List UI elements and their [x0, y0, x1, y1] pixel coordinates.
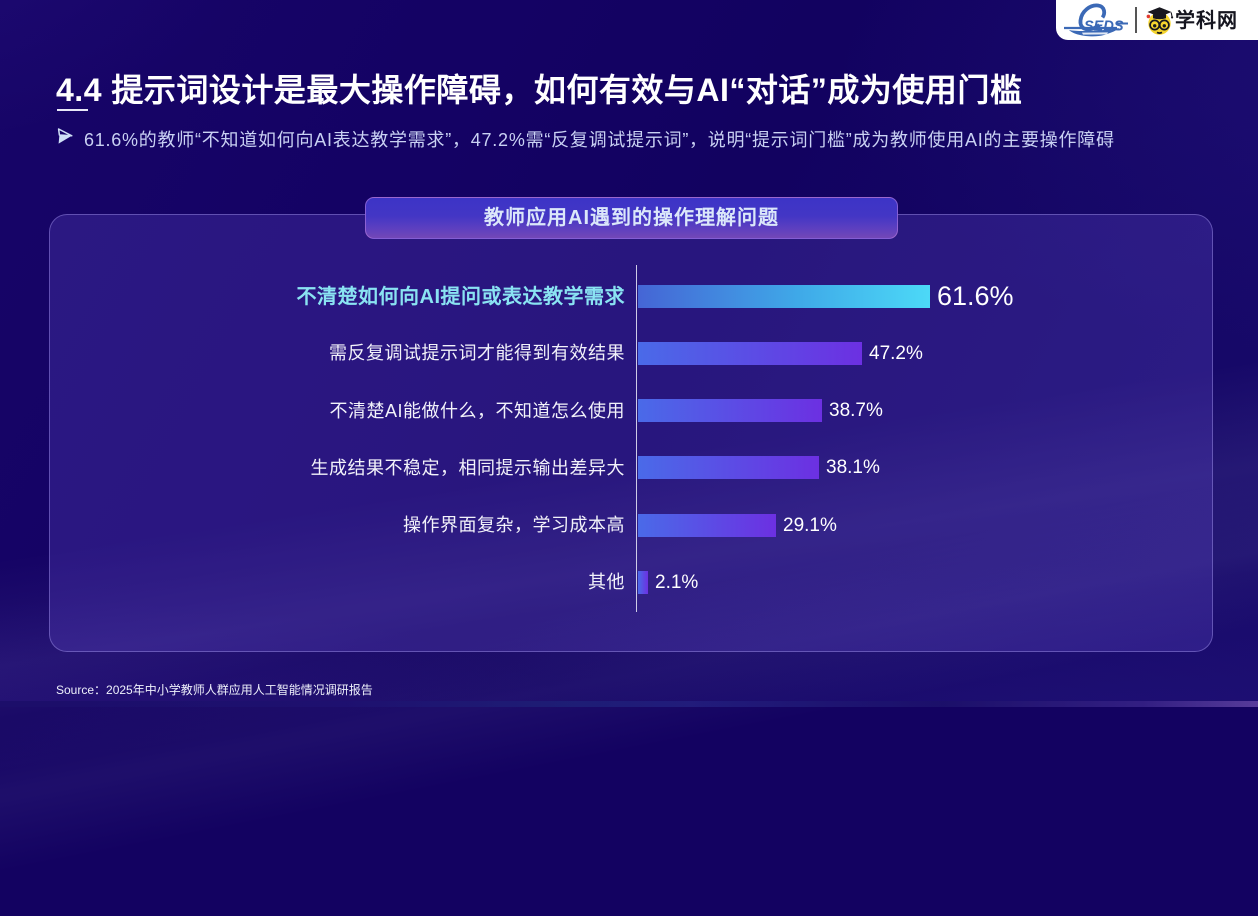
- svg-text:SEDS: SEDS: [1084, 19, 1124, 35]
